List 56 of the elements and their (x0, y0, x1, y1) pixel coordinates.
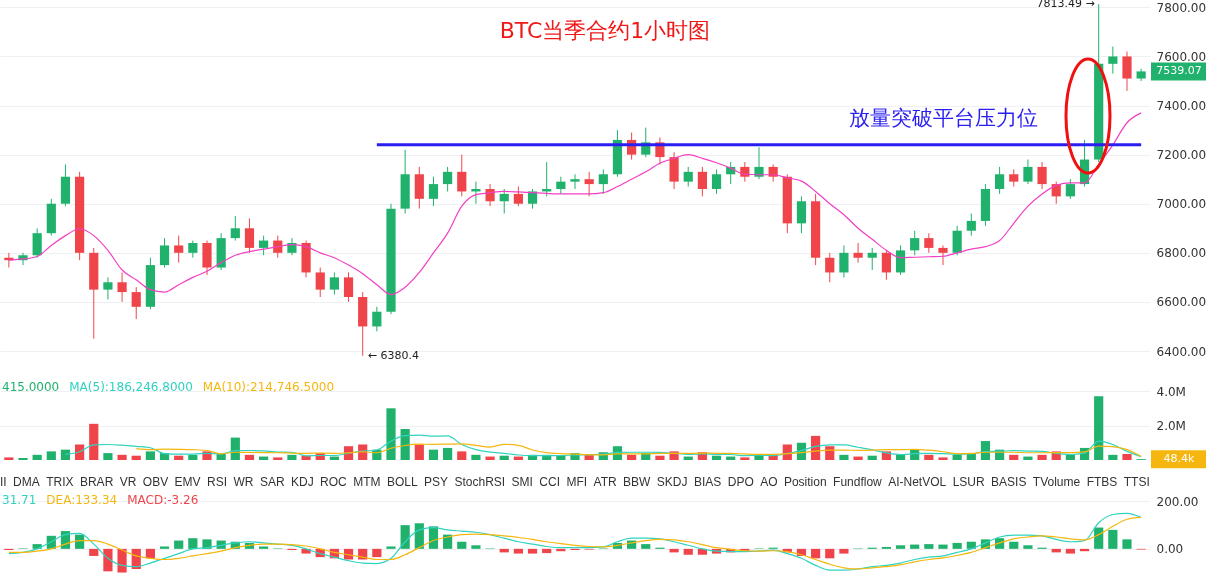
y-tick-label: 7200.00 (1156, 148, 1206, 163)
text: SKDJ (656, 475, 688, 491)
text: Position (783, 475, 827, 491)
y-tick-label: 0.00 (1156, 542, 1184, 557)
y-tick-label: 6400.00 (1156, 344, 1206, 359)
text: SAR (259, 475, 285, 491)
text: SMI (511, 475, 533, 491)
text: 48.4k (1163, 452, 1196, 466)
text: ATR (593, 475, 617, 491)
text: WR (233, 475, 254, 491)
text: MA(5):186,246.8000 (69, 380, 193, 394)
text: DPO (727, 475, 754, 491)
text: MACD:-3.26 (127, 493, 199, 507)
text: OBV (142, 475, 169, 489)
y-tick-label: 6800.00 (1156, 246, 1206, 261)
text: StochRSI (454, 475, 506, 491)
text: AO (760, 475, 778, 491)
text: DMA (13, 475, 40, 489)
y-tick-label: 7400.00 (1156, 99, 1206, 114)
text: AI-NetVOL (888, 475, 947, 491)
y-tick-label: 7000.00 (1156, 197, 1206, 212)
text: TVolume (1032, 475, 1081, 491)
text: Fundflow (833, 475, 882, 491)
text: EMV (174, 475, 201, 489)
text: MTM (353, 475, 381, 491)
text: MFI (566, 475, 588, 491)
text: II (0, 475, 7, 489)
text: BBW (623, 475, 651, 491)
y-tick-label: 200.00 (1156, 494, 1199, 509)
text: BTC当季合约1小时图 (498, 17, 712, 45)
text: BIAS (693, 475, 722, 491)
text: MA(10):214,746.5000 (202, 380, 335, 394)
text: PSY (424, 475, 449, 491)
text: TTSI (1123, 475, 1150, 491)
series-label: 放量突破平台压力位 (848, 105, 1038, 130)
text: VR (119, 475, 137, 489)
text: FTBS (1086, 475, 1118, 491)
text: BOLL (386, 475, 418, 491)
text: TRIX (46, 475, 74, 489)
text: BASIS (991, 475, 1027, 491)
y-tick-label: 7800.00 (1156, 0, 1206, 15)
text: 415.0000 (2, 380, 60, 394)
annotation: ← 6380.4 (367, 348, 419, 362)
text: BRAR (79, 475, 114, 489)
text: 31.71 (2, 493, 37, 507)
y-tick-label: 4.0M (1156, 384, 1186, 399)
text: CCI (539, 475, 561, 491)
text: ROC (320, 475, 347, 491)
text: LSUR (952, 475, 985, 491)
text: KDJ (290, 475, 314, 491)
text: DEA:133.34 (46, 493, 118, 507)
text: 7539.07 (1156, 64, 1202, 78)
y-tick-label: 6600.00 (1156, 295, 1206, 310)
y-tick-label: 2.0M (1156, 419, 1186, 434)
text: RSI (207, 475, 228, 491)
y-tick-label: 7600.00 (1156, 49, 1206, 64)
